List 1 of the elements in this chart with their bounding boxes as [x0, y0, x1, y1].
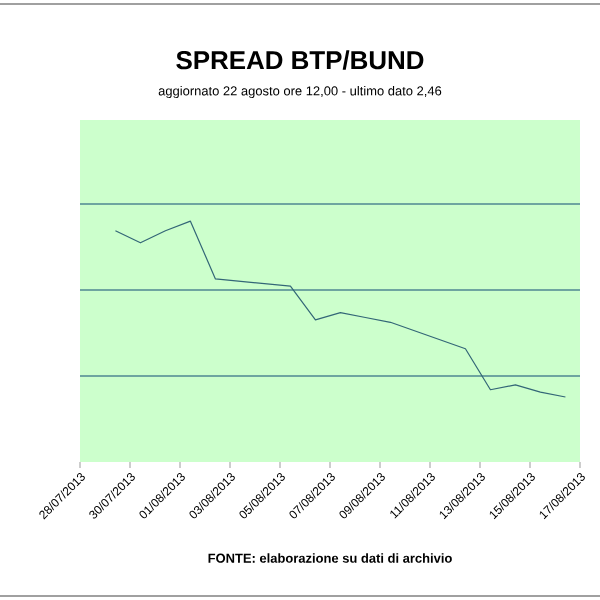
chart-title: SPREAD BTP/BUND — [176, 50, 424, 70]
